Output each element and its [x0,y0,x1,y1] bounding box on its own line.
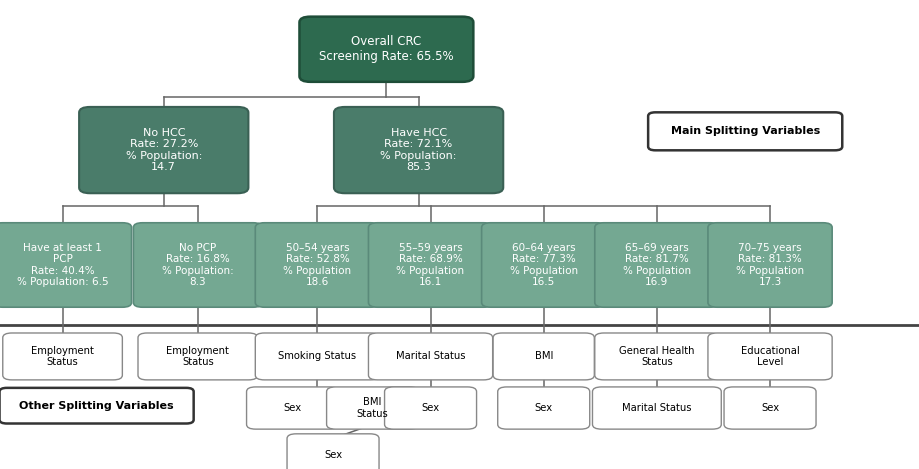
FancyBboxPatch shape [138,333,257,380]
FancyBboxPatch shape [648,113,842,150]
FancyBboxPatch shape [0,223,131,307]
FancyBboxPatch shape [326,387,418,429]
FancyBboxPatch shape [594,333,719,380]
Text: Marital Status: Marital Status [621,403,691,413]
FancyBboxPatch shape [287,434,379,469]
Text: BMI: BMI [534,351,552,362]
Text: 55–59 years
Rate: 68.9%
% Population
16.1: 55–59 years Rate: 68.9% % Population 16.… [396,242,464,287]
Text: Have at least 1
PCP
Rate: 40.4%
% Population: 6.5: Have at least 1 PCP Rate: 40.4% % Popula… [17,242,108,287]
Text: Sex: Sex [534,403,552,413]
Text: General Health
Status: General Health Status [618,346,694,367]
FancyBboxPatch shape [334,107,503,193]
Text: Sex: Sex [760,403,778,413]
FancyBboxPatch shape [708,223,832,307]
Text: 60–64 years
Rate: 77.3%
% Population
16.5: 60–64 years Rate: 77.3% % Population 16.… [509,242,577,287]
Text: BMI
Status: BMI Status [357,397,388,419]
Text: Sex: Sex [283,403,301,413]
FancyBboxPatch shape [369,223,493,307]
Text: Sex: Sex [323,450,342,460]
FancyBboxPatch shape [255,223,380,307]
Text: No PCP
Rate: 16.8%
% Population:
8.3: No PCP Rate: 16.8% % Population: 8.3 [162,242,233,287]
Text: Other Splitting Variables: Other Splitting Variables [19,401,174,411]
FancyBboxPatch shape [594,223,719,307]
FancyBboxPatch shape [592,387,720,429]
Text: Main Splitting Variables: Main Splitting Variables [670,126,819,136]
Text: Employment
Status: Employment Status [31,346,94,367]
FancyBboxPatch shape [300,17,473,82]
Text: 65–69 years
Rate: 81.7%
% Population
16.9: 65–69 years Rate: 81.7% % Population 16.… [622,242,690,287]
FancyBboxPatch shape [369,333,493,380]
Text: Overall CRC
Screening Rate: 65.5%: Overall CRC Screening Rate: 65.5% [319,35,453,63]
Text: Sex: Sex [421,403,439,413]
Text: Have HCC
Rate: 72.1%
% Population:
85.3: Have HCC Rate: 72.1% % Population: 85.3 [380,128,457,173]
Text: 70–75 years
Rate: 81.3%
% Population
17.3: 70–75 years Rate: 81.3% % Population 17.… [735,242,803,287]
FancyBboxPatch shape [133,223,262,307]
FancyBboxPatch shape [497,387,589,429]
FancyBboxPatch shape [0,388,194,424]
FancyBboxPatch shape [708,333,832,380]
Text: No HCC
Rate: 27.2%
% Population:
14.7: No HCC Rate: 27.2% % Population: 14.7 [125,128,202,173]
FancyBboxPatch shape [246,387,338,429]
FancyBboxPatch shape [384,387,476,429]
Text: Employment
Status: Employment Status [166,346,229,367]
FancyBboxPatch shape [723,387,815,429]
Text: Smoking Status: Smoking Status [278,351,356,362]
FancyBboxPatch shape [493,333,594,380]
FancyBboxPatch shape [482,223,606,307]
FancyBboxPatch shape [79,107,248,193]
FancyBboxPatch shape [255,333,380,380]
FancyBboxPatch shape [3,333,122,380]
Text: 50–54 years
Rate: 52.8%
% Population
18.6: 50–54 years Rate: 52.8% % Population 18.… [283,242,351,287]
Text: Educational
Level: Educational Level [740,346,799,367]
Text: Marital Status: Marital Status [395,351,465,362]
